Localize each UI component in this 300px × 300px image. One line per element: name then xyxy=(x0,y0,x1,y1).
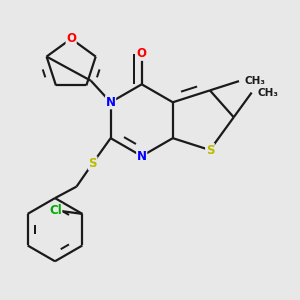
Text: O: O xyxy=(137,47,147,60)
Text: CH₃: CH₃ xyxy=(244,76,266,86)
Text: S: S xyxy=(206,143,214,157)
Text: S: S xyxy=(88,157,97,170)
Text: N: N xyxy=(137,150,147,163)
Text: O: O xyxy=(66,32,76,45)
Text: N: N xyxy=(106,96,116,109)
Text: CH₃: CH₃ xyxy=(257,88,278,98)
Text: Cl: Cl xyxy=(49,204,62,217)
